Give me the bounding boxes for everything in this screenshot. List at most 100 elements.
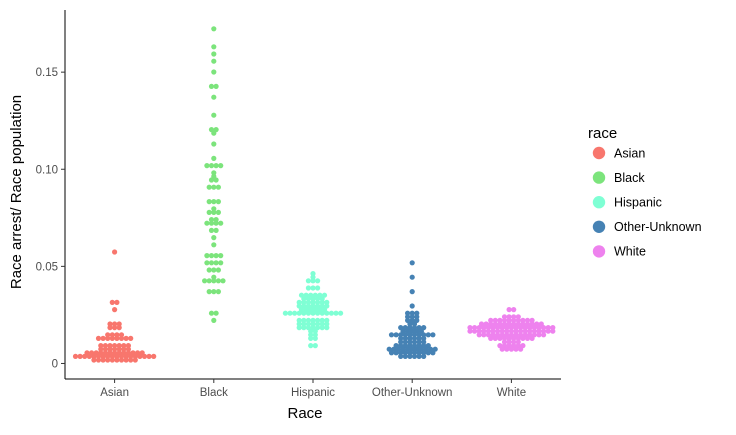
data-point-white (513, 328, 519, 334)
data-point-white (513, 325, 519, 331)
data-point-black (218, 163, 224, 169)
data-point-hispanic (310, 296, 316, 302)
data-point-asian (112, 307, 118, 313)
data-point-hispanic (296, 299, 302, 305)
data-point-white (522, 328, 528, 334)
data-point-white (545, 325, 551, 331)
data-point-white (501, 339, 508, 345)
data-point-asian (107, 343, 113, 349)
data-point-white (476, 325, 482, 331)
data-point-hispanic (301, 299, 307, 305)
data-point-hispanic (310, 317, 316, 323)
legend-label-hispanic: Hispanic (614, 196, 662, 210)
data-point-black (220, 278, 226, 284)
data-point-asian (112, 325, 118, 331)
data-point-white (515, 339, 521, 345)
data-point-other-unknown (421, 350, 427, 356)
data-point-asian (116, 343, 122, 349)
data-point-black (211, 242, 217, 248)
data-point-asian (107, 325, 113, 331)
y-tick-label: 0 (52, 358, 58, 370)
legend-label-black: Black (614, 171, 645, 185)
data-point-white (508, 346, 514, 352)
x-tick-label: Hispanic (291, 387, 335, 399)
data-point-hispanic (319, 317, 325, 323)
data-point-asian (107, 321, 113, 327)
data-point-hispanic (308, 328, 314, 334)
data-point-asian (109, 332, 115, 338)
data-point-other-unknown (388, 332, 395, 338)
legend-key-asian (592, 146, 606, 160)
data-point-white (511, 307, 517, 313)
data-point-white (497, 335, 503, 341)
data-point-black (206, 199, 212, 205)
data-point-asian (98, 343, 104, 349)
legend-title: race (588, 125, 617, 142)
data-point-white (506, 335, 512, 341)
data-point-white (504, 325, 510, 331)
data-point-white (513, 346, 519, 352)
data-point-asian (112, 321, 118, 327)
data-point-white (518, 325, 524, 331)
data-point-asian (125, 346, 131, 352)
data-point-hispanic (296, 325, 302, 331)
data-point-white (536, 332, 542, 338)
data-point-asian (123, 335, 129, 341)
data-point-hispanic (328, 310, 334, 316)
data-point-hispanic (315, 310, 321, 316)
data-point-black (211, 209, 217, 215)
data-point-asian (114, 332, 120, 338)
legend-label-asian: Asian (614, 146, 645, 160)
data-point-asian (86, 353, 92, 359)
data-point-black (213, 260, 219, 266)
data-point-other-unknown (409, 310, 415, 316)
data-point-hispanic (305, 296, 311, 302)
data-point-black (211, 289, 217, 295)
data-point-other-unknown (421, 332, 427, 338)
data-point-white (527, 328, 533, 334)
data-point-black (218, 220, 224, 226)
data-point-white (499, 325, 505, 331)
data-points (72, 26, 556, 363)
data-point-white (490, 328, 496, 334)
data-point-white (495, 325, 501, 331)
data-point-white (472, 325, 478, 331)
data-point-white (476, 328, 482, 334)
legend-label-other-unknown: Other-Unknown (614, 220, 702, 234)
data-point-asian (151, 353, 157, 359)
data-point-hispanic (310, 285, 316, 291)
data-point-other-unknown (402, 339, 408, 345)
data-point-asian (114, 357, 120, 363)
data-point-other-unknown (402, 332, 408, 338)
data-point-hispanic (301, 310, 307, 316)
data-point-hispanic (310, 299, 316, 305)
data-point-hispanic (338, 310, 344, 316)
data-point-other-unknown (421, 335, 427, 341)
data-point-other-unknown (407, 321, 413, 327)
data-point-asian (102, 343, 108, 349)
data-point-asian (100, 353, 106, 359)
data-point-black (211, 51, 217, 57)
data-point-hispanic (315, 278, 321, 284)
data-point-black (211, 94, 217, 100)
x-tick-label: White (497, 387, 526, 399)
data-point-white (518, 328, 524, 334)
data-point-hispanic (305, 321, 311, 327)
legend-label-white: White (614, 245, 646, 259)
data-point-white (531, 325, 538, 331)
data-point-white (550, 328, 556, 334)
data-point-other-unknown (402, 353, 408, 359)
data-point-asian (109, 299, 115, 305)
data-point-other-unknown (421, 339, 427, 345)
y-tick-label: 0.05 (36, 261, 58, 273)
data-point-asian (128, 357, 134, 363)
data-point-white (531, 328, 538, 334)
data-point-asian (100, 357, 106, 363)
data-point-asian (116, 325, 122, 331)
data-point-black (208, 310, 215, 316)
data-point-other-unknown (411, 321, 418, 327)
data-point-other-unknown (407, 335, 413, 341)
data-point-asian (114, 353, 120, 359)
data-point-black (211, 141, 217, 147)
